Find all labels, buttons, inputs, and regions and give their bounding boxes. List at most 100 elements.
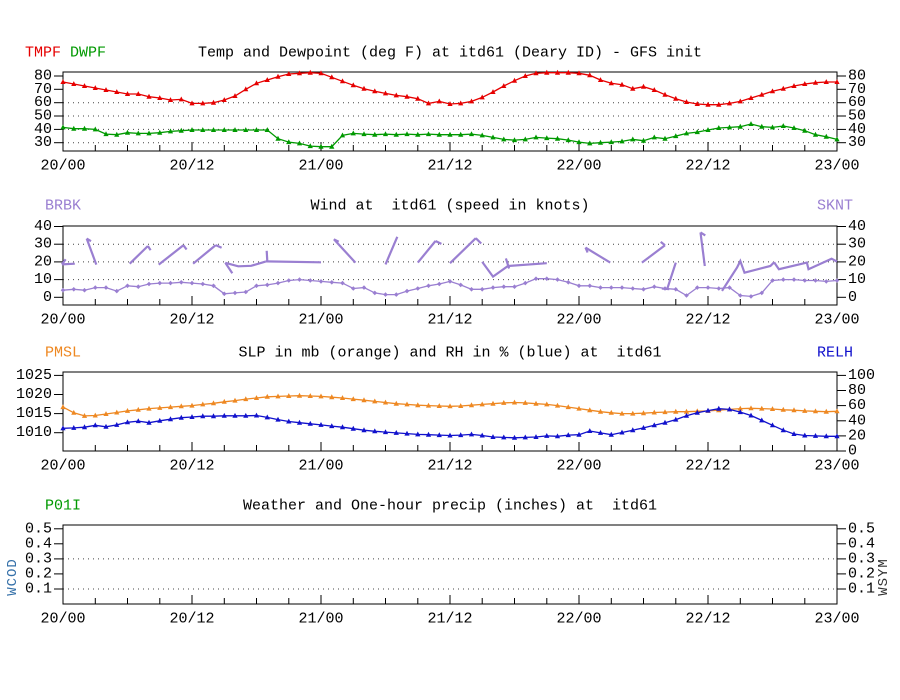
wind-barb bbox=[158, 244, 185, 266]
y-axis-label-right: 40 bbox=[848, 218, 866, 235]
y-axis-label-left: 1025 bbox=[16, 367, 52, 384]
legend-label-p01i: P01I bbox=[45, 497, 82, 515]
y-axis-label-left: 30 bbox=[34, 134, 52, 151]
sknt-markers bbox=[60, 276, 840, 299]
y-axis-label-right: 80 bbox=[848, 68, 866, 85]
tmpf-markers bbox=[60, 69, 840, 107]
y-axis-label-left: 0.4 bbox=[25, 535, 52, 552]
x-axis-label: 21/12 bbox=[427, 458, 472, 475]
x-axis-label: 20/00 bbox=[40, 611, 85, 628]
wind-barb bbox=[224, 262, 234, 274]
x-axis-label: 20/00 bbox=[40, 458, 85, 475]
tmpf-line bbox=[62, 72, 837, 106]
wind-barb bbox=[699, 232, 706, 267]
wind-barb bbox=[435, 240, 442, 245]
wind-barb bbox=[182, 244, 188, 251]
wind-barb bbox=[85, 238, 98, 265]
panel-precip: 0.50.40.30.20.10.50.40.30.20.120/00 20/12… bbox=[25, 520, 875, 627]
x-axis-label: 20/12 bbox=[169, 312, 214, 329]
x-axis-label: 22/00 bbox=[556, 458, 601, 475]
legend-label-dwpf: DWPF bbox=[70, 44, 107, 62]
x-axis-label: 21/00 bbox=[298, 458, 343, 475]
y-axis-label-left: 0.3 bbox=[25, 550, 52, 567]
x-axis-label: 23/00 bbox=[814, 611, 859, 628]
wind-barb bbox=[265, 260, 322, 264]
x-axis-label: 21/12 bbox=[427, 611, 472, 628]
wind-barb bbox=[61, 258, 67, 266]
x-axis-label: 21/00 bbox=[298, 158, 343, 175]
x-axis-label: 22/12 bbox=[685, 611, 730, 628]
wind-barb bbox=[265, 250, 269, 262]
x-axis-label: 20/12 bbox=[169, 458, 214, 475]
x-axis-label: 21/12 bbox=[427, 158, 472, 175]
legend-label-sknt: SKNT bbox=[817, 197, 854, 215]
panel-frame bbox=[62, 524, 838, 605]
x-axis-label: 23/00 bbox=[814, 458, 859, 475]
x-axis-label: 22/00 bbox=[556, 158, 601, 175]
wind-barb bbox=[721, 258, 775, 292]
y-axis-label-left: 60 bbox=[34, 94, 52, 111]
y-axis-label-right: 70 bbox=[848, 81, 866, 98]
y-axis-label-right: 80 bbox=[848, 382, 866, 399]
wind-barb bbox=[641, 244, 666, 264]
y-axis-label-left: 0.5 bbox=[25, 520, 52, 537]
x-axis-label: 22/00 bbox=[556, 312, 601, 329]
x-axis-label: 22/12 bbox=[685, 158, 730, 175]
y-axis-label-right: 60 bbox=[848, 94, 866, 111]
panel-title-precip: Weather and One-hour precip (inches) at … bbox=[242, 497, 658, 515]
panel-title-wind: Wind at itd61 (speed in knots) bbox=[310, 197, 590, 215]
y-axis-label-right: 20 bbox=[848, 427, 866, 444]
y-axis-label-right: 0 bbox=[848, 443, 857, 460]
x-axis-label: 20/12 bbox=[169, 611, 214, 628]
wind-barb bbox=[660, 241, 666, 247]
wind-barb bbox=[128, 245, 149, 265]
y-axis-label-left: 30 bbox=[34, 236, 52, 253]
y-axis-label-right: 0.4 bbox=[848, 535, 875, 552]
y-axis-label-right: 50 bbox=[848, 108, 866, 125]
wind-barb bbox=[333, 238, 340, 243]
y-axis-label-right: 30 bbox=[848, 236, 866, 253]
wind-barb bbox=[333, 238, 357, 264]
wind-barb bbox=[86, 237, 92, 243]
legend-label-tmpf: TMPF bbox=[25, 44, 62, 62]
wind-barb bbox=[699, 231, 706, 237]
y-axis-label-right: 30 bbox=[848, 134, 866, 151]
panel-title-slp-rh: SLP in mb (orange) and RH in % (blue) at… bbox=[238, 344, 662, 362]
pmsl-markers bbox=[60, 392, 840, 418]
wind-barb bbox=[449, 237, 477, 264]
y-axis-label-left: 1020 bbox=[16, 386, 52, 403]
y-axis-label-right: 40 bbox=[848, 412, 866, 429]
panel-title-temp-dewpoint: Temp and Dewpoint (deg F) at itd61 (Dear… bbox=[197, 44, 703, 62]
y-axis-label-left: 1015 bbox=[16, 405, 52, 422]
y-axis-label-right: 0.3 bbox=[848, 550, 875, 567]
wind-barb bbox=[666, 262, 677, 290]
x-axis-label: 20/00 bbox=[40, 158, 85, 175]
y-axis-label-left: 0 bbox=[43, 289, 52, 306]
x-axis-label: 21/00 bbox=[298, 611, 343, 628]
wind-barb bbox=[61, 262, 75, 266]
x-axis-label: 22/00 bbox=[556, 611, 601, 628]
y-axis-label-left: 20 bbox=[34, 253, 52, 270]
x-axis-label: 21/12 bbox=[427, 312, 472, 329]
relh-markers bbox=[60, 405, 840, 440]
wind-barb bbox=[225, 260, 266, 268]
wind-barb bbox=[384, 236, 399, 265]
wind-barb bbox=[475, 237, 482, 245]
y-axis-label-left: 0.1 bbox=[25, 581, 52, 598]
y-axis-label-right: 40 bbox=[848, 121, 866, 138]
panel-frame bbox=[62, 71, 838, 152]
wind-barb bbox=[416, 240, 437, 264]
legend-label-pmsl: PMSL bbox=[45, 344, 82, 362]
y-axis-label-left: 80 bbox=[34, 68, 52, 85]
x-axis-label: 20/00 bbox=[40, 312, 85, 329]
y-axis-label-left: 40 bbox=[34, 121, 52, 138]
wsym-axis-label: WSYM bbox=[876, 558, 892, 596]
y-axis-label-right: 0.1 bbox=[848, 581, 875, 598]
legend-label-brbk: BRBK bbox=[45, 197, 82, 215]
x-axis-label: 20/12 bbox=[169, 158, 214, 175]
wind-barb bbox=[192, 244, 217, 265]
y-axis-label-right: 0.2 bbox=[848, 565, 875, 582]
x-axis-label: 23/00 bbox=[814, 158, 859, 175]
